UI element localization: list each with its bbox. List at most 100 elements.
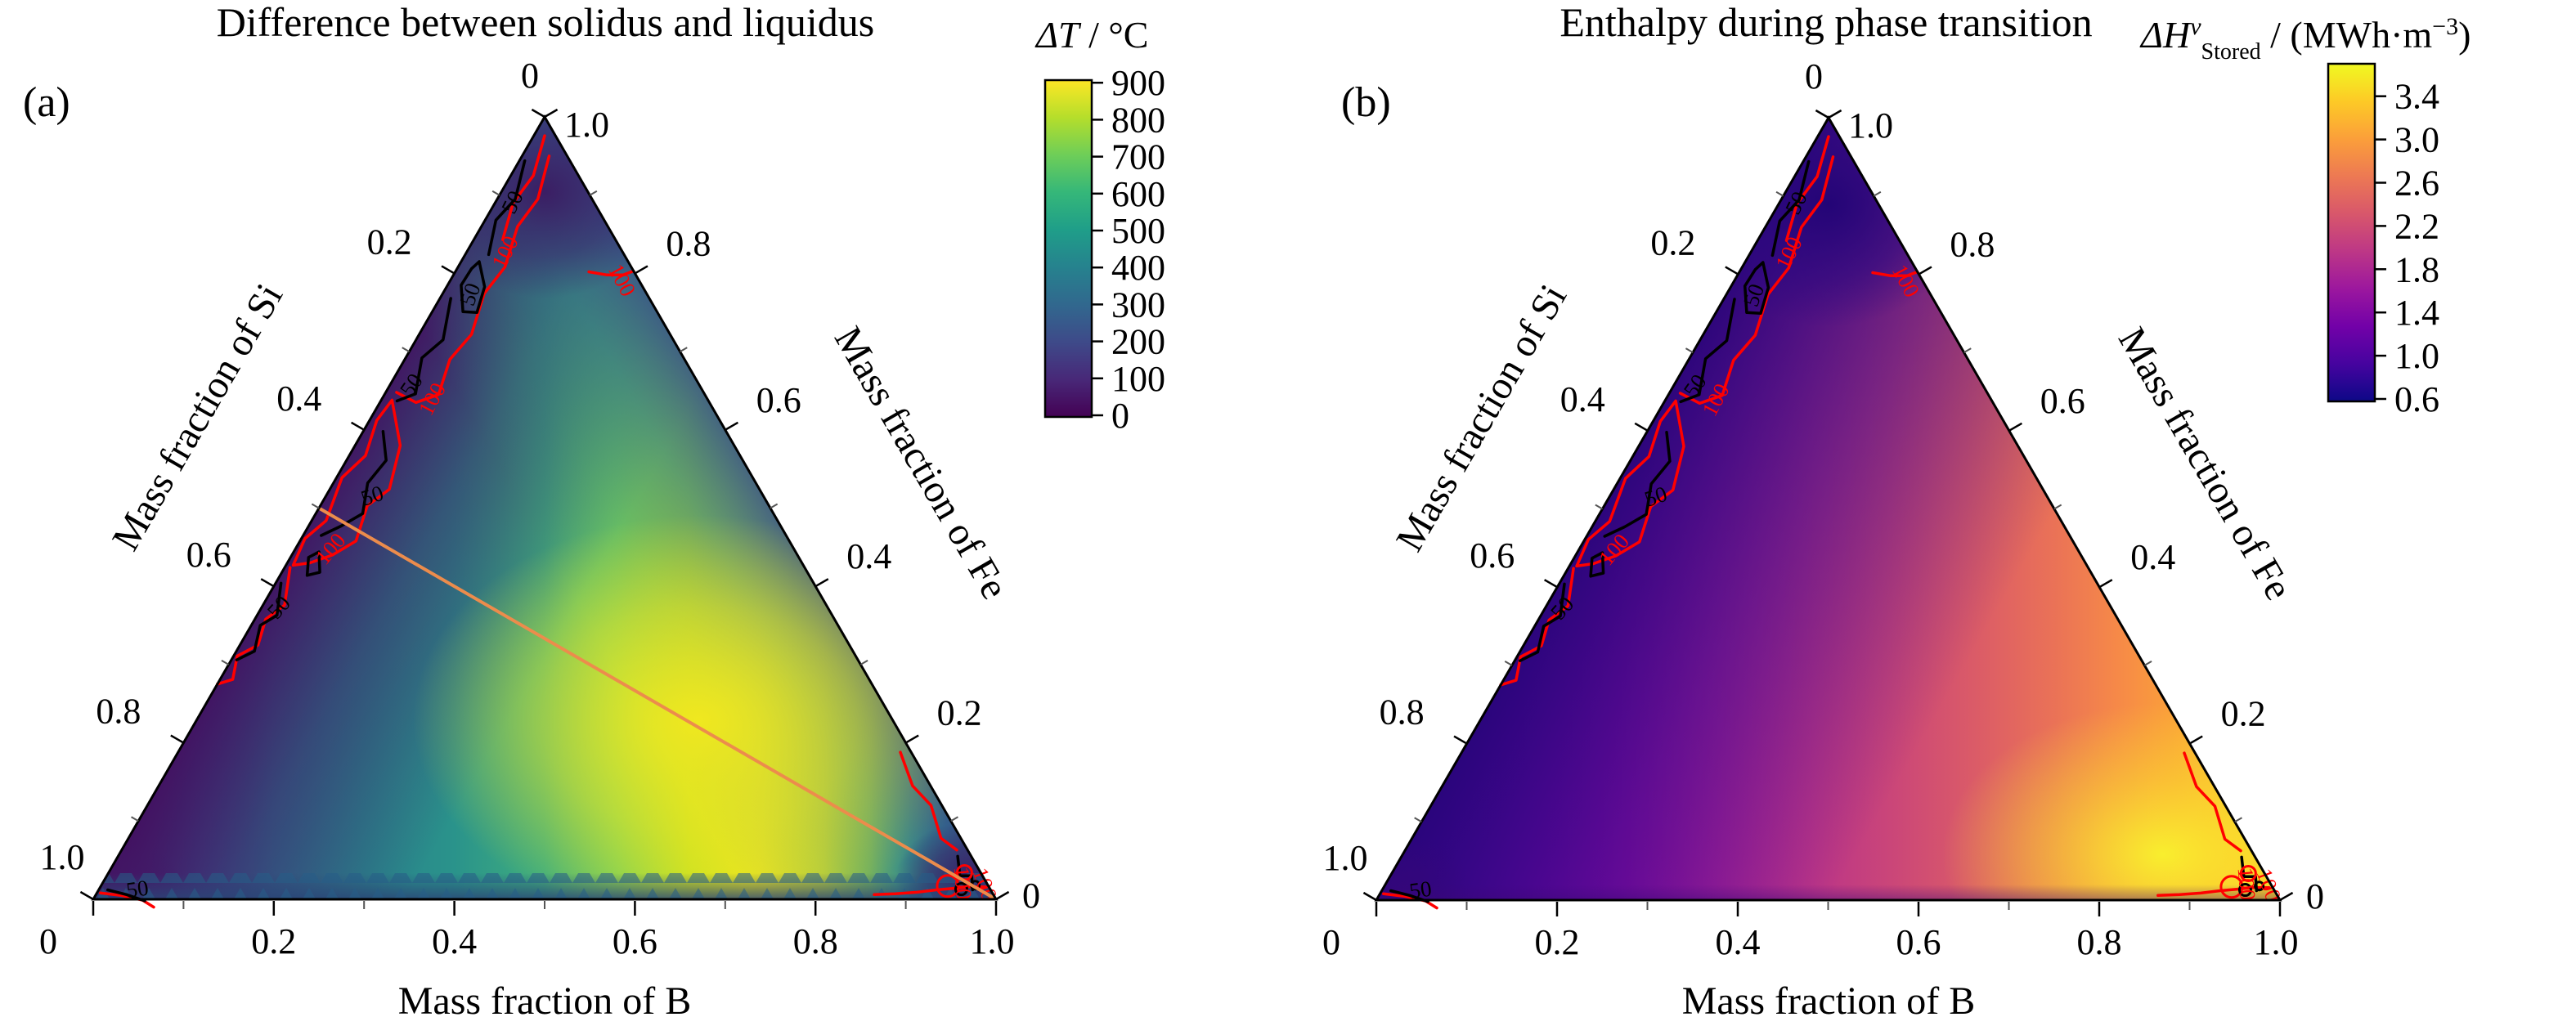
tick-label-left: 1.0: [40, 837, 85, 877]
tick-left: [1543, 579, 1558, 589]
tick-label-bottom: 0: [39, 921, 57, 961]
tick-right: [2188, 735, 2203, 745]
colorbar-tick-label: 300: [1111, 285, 1165, 325]
tick-left: [79, 890, 94, 901]
tick-label-bottom: 0: [1322, 922, 1340, 962]
contour-loop-100: [2239, 864, 2257, 882]
contour-label: 50: [124, 876, 150, 903]
contour-line-50: [1743, 261, 1770, 316]
tick-right: [589, 190, 598, 196]
colorbar-title-part: ΔT: [1034, 14, 1082, 56]
contour-line-100: [587, 269, 635, 277]
plot-a-title: Difference between solidus and liquidus: [217, 0, 874, 45]
tick-left: [170, 734, 185, 744]
tick-label-bottom: 1.0: [2254, 922, 2299, 962]
plot-b-title: Enthalpy during phase transition: [1560, 0, 2092, 45]
colorbar-tick-label: 400: [1111, 248, 1165, 288]
tick-label-right: 1.0: [1848, 105, 1893, 146]
colorbar-tick-label: 800: [1111, 100, 1165, 140]
contour-line-50: [395, 297, 452, 403]
contour-line-50: [1679, 298, 1736, 404]
tick-label-left: 0.6: [186, 535, 231, 575]
tick-right: [904, 734, 919, 744]
colorbar-title-part: −3: [2432, 13, 2458, 40]
contour-line-50: [235, 581, 283, 661]
tick-label-right: 0.4: [2130, 537, 2175, 577]
tick-left: [260, 578, 275, 588]
ternary-plot-b: Enthalpy during phase transition (b) 50 1…: [1322, 0, 2471, 1023]
contour-line-100: [500, 134, 546, 241]
contour-line-100: [1784, 135, 1830, 242]
tick-right: [815, 578, 829, 588]
tick-label-bottom: 0.4: [432, 921, 477, 961]
tick-left: [311, 503, 320, 509]
plot-b-panel-label: (b): [1341, 79, 1391, 126]
tick-label-left: 0.4: [276, 379, 321, 419]
tick-left: [1362, 891, 1377, 902]
tick-label-bottom: 0.8: [793, 921, 838, 961]
plot-a-overlay-line-group: [317, 506, 998, 901]
tick-label-right: 0.6: [2040, 381, 2085, 421]
contour-line-100: [216, 566, 292, 686]
colorbar-tick-label: 0.6: [2394, 379, 2439, 419]
colorbar-tick-label: 3.4: [2394, 77, 2439, 117]
heatmap-bottom-strip: [1376, 885, 2280, 900]
tick-left: [1685, 347, 1694, 353]
tick-label-right: 0.2: [937, 693, 982, 733]
tick-label-left: 0: [1805, 56, 1823, 96]
tick-label-bottom: 0.6: [613, 921, 657, 961]
colorbar-tick-label: 1.0: [2394, 336, 2439, 376]
overlay-composition-line: [317, 506, 998, 901]
tick-label-right: 0.8: [666, 223, 711, 263]
colorbar-gradient: [1043, 78, 1093, 419]
tick-left: [131, 816, 139, 822]
tick-label-left: 0.2: [1650, 222, 1695, 262]
tick-label-left: 0.2: [367, 222, 412, 262]
tick-left: [531, 108, 545, 119]
tick-left: [1414, 817, 1422, 823]
plot-b-axes: 001.00.20.2 0.80.40.4 0.60.60.6 0.40.80.8 0.…: [1322, 56, 2324, 962]
plot-a-left-axis-label: Mass fraction of Si: [104, 276, 291, 558]
contour-line-100: [2183, 751, 2242, 853]
tick-left: [441, 265, 456, 275]
tick-left: [350, 421, 365, 431]
tick-left: [1775, 190, 1784, 197]
contour-loop-100: [936, 874, 960, 898]
colorbar-tick-label: 200: [1111, 322, 1165, 362]
tick-label-right: 0.6: [756, 380, 801, 420]
tick-right: [770, 503, 779, 509]
tick-right: [1873, 190, 1882, 197]
contour-loop-100: [2219, 875, 2244, 899]
tick-left: [491, 190, 500, 196]
colorbar-title-part: ): [2458, 14, 2471, 56]
plot-a-panel-label: (a): [23, 79, 70, 126]
tick-right: [859, 660, 868, 665]
plot-a-bottom-axis-label: Mass fraction of B: [398, 979, 692, 1023]
heatmap-band: [1376, 118, 2280, 900]
tick-left: [1453, 735, 1468, 745]
heatmap-blob: [1942, 703, 2280, 900]
colorbar-tick-label: 3.0: [2394, 120, 2439, 160]
contour-line-50: [460, 260, 487, 315]
tick-right: [950, 816, 958, 822]
contour-line-50: [1770, 159, 1811, 258]
colorbar-tick-label: 500: [1111, 211, 1165, 251]
colorbar-tick-label: 2.6: [2394, 164, 2439, 204]
contour-line-50: [1603, 430, 1672, 538]
tick-label-bottom: 0.6: [1896, 922, 1941, 962]
plot-b-left-axis-label: Mass fraction of Si: [1388, 277, 1575, 558]
contour-line-100: [1678, 155, 1835, 405]
contour-line-50: [1519, 582, 1566, 662]
tick-label-right: 0.8: [1950, 224, 1995, 264]
contour-line-50: [320, 429, 388, 537]
tick-right: [2098, 579, 2113, 589]
tick-label-right: 0: [1022, 876, 1040, 916]
tick-right: [634, 265, 648, 275]
contour-line-50: [305, 550, 321, 577]
colorbar-gradient: [2327, 62, 2376, 403]
tick-right: [995, 890, 1010, 901]
colorbar-title-part: / (MWh·m: [2261, 14, 2433, 56]
contour-line-100: [1499, 567, 1575, 687]
